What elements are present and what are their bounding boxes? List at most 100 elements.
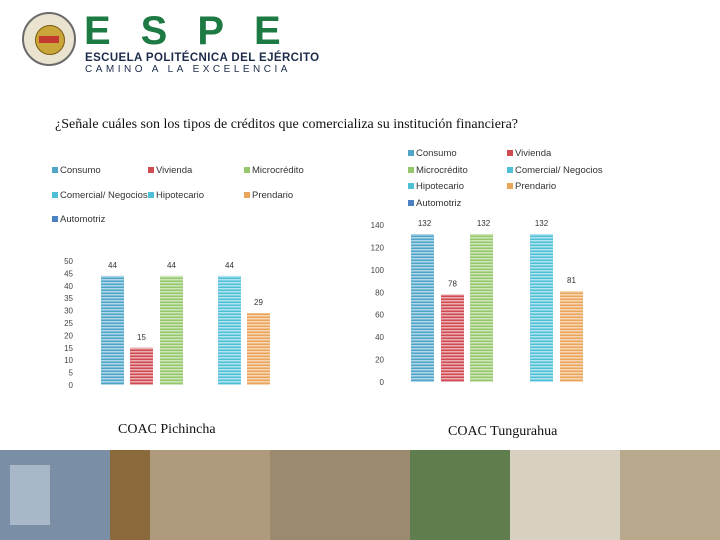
photo-students [150, 450, 270, 540]
legend-swatch [507, 167, 513, 173]
bar-stripes [218, 275, 241, 385]
photo-lab [620, 450, 720, 540]
y-tick-label: 5 [69, 369, 74, 378]
y-tick-label: 20 [375, 356, 384, 365]
legend-left-item-consumo: Consumo [52, 165, 101, 176]
photo-classroom [270, 450, 410, 540]
legend-label: Prendario [515, 181, 557, 192]
legend-label: Consumo [60, 165, 101, 176]
legend-left-item-microcredito: Microcrédito [244, 165, 304, 176]
data-label: 78 [448, 280, 457, 289]
y-tick-label: 30 [64, 307, 73, 316]
photo-campus-building [510, 450, 620, 540]
legend-label: Hipotecario [416, 181, 465, 192]
legend-label: Comercial/ Negocios [60, 190, 148, 201]
bar-stripes [560, 291, 583, 382]
legend-swatch [408, 150, 414, 156]
legend-right-item-hipotecario: Hipotecario [408, 181, 464, 192]
y-tick-label: 50 [64, 257, 73, 266]
legend-left-item-hipotecario: Hipotecario [148, 190, 204, 201]
y-tick-label: 120 [371, 243, 385, 252]
data-label: 44 [225, 261, 234, 270]
y-tick-label: 40 [64, 282, 73, 291]
bar-stripes [411, 233, 434, 382]
legend-label: Vivienda [156, 165, 193, 176]
bar-stripes [441, 294, 464, 382]
legend-label: Microcrédito [416, 165, 468, 176]
legend-swatch [244, 167, 250, 173]
photo-building-facade [10, 465, 50, 525]
legend-label: Hipotecario [156, 190, 205, 201]
legend-label: Comercial/ Negocios [515, 165, 603, 176]
charts-canvas: 0 5 10 15 20 25 30 35 40 45 50 44 15 44 44 29 0 20 40 60 80… [64, 219, 583, 390]
legend-right-item-microcredito: Microcrédito [408, 165, 468, 176]
bar-stripes [247, 313, 270, 385]
y-tick-label: 0 [380, 378, 385, 387]
legend-swatch [408, 200, 414, 206]
y-tick-label: 35 [64, 294, 73, 303]
y-tick-label: 40 [375, 333, 384, 342]
legend-swatch [408, 167, 414, 173]
y-tick-label: 25 [64, 319, 73, 328]
y-tick-label: 10 [64, 356, 73, 365]
data-label: 44 [167, 261, 176, 270]
espe-seal-logo [22, 12, 76, 66]
legend-right-item-automotriz: Automotriz [408, 198, 461, 209]
chart-coac-pichincha: 0 5 10 15 20 25 30 35 40 45 50 44 15 44 44 29 [64, 257, 270, 390]
legend-label: Microcrédito [252, 165, 304, 176]
legend-swatch [148, 167, 154, 173]
y-tick-label: 15 [64, 344, 73, 353]
photo-flag-area [110, 450, 150, 540]
bar-stripes [530, 233, 553, 382]
legend-left-item-prendario: Prendario [244, 190, 293, 201]
legend-left-item-comercial: Comercial/ Negocios [52, 190, 148, 201]
bar-stripes [470, 233, 493, 382]
legend-swatch [408, 183, 414, 189]
chart-coac-tungurahua: 0 20 40 60 80 100 120 140 132 78 132 132 81 [371, 219, 583, 387]
legend-swatch [244, 192, 250, 198]
y-tick-label: 0 [69, 381, 74, 390]
bar-stripes [101, 275, 124, 385]
header-banner: ESPE ESCUELA POLITÉCNICA DEL EJÉRCITO CA… [0, 0, 720, 90]
data-label: 44 [108, 261, 117, 270]
legend-swatch [507, 183, 513, 189]
y-tick-label: 20 [64, 331, 73, 340]
legend-label: Consumo [416, 148, 457, 159]
brand-name: ESCUELA POLITÉCNICA DEL EJÉRCITO [85, 52, 320, 64]
y-tick-label: 45 [64, 269, 73, 278]
survey-question: ¿Señale cuáles son los tipos de créditos… [55, 117, 519, 132]
legend-swatch [52, 167, 58, 173]
data-label: 132 [477, 219, 491, 228]
data-label: 81 [567, 276, 576, 285]
brand-letters: ESPE [84, 9, 311, 53]
brand-tagline: CAMINO A LA EXCELENCIA [85, 64, 291, 75]
chart-caption-pichincha: COAC Pichincha [118, 422, 216, 437]
legend-swatch [52, 192, 58, 198]
data-label: 29 [254, 298, 263, 307]
legend-label: Vivienda [515, 148, 552, 159]
y-tick-label: 100 [371, 266, 385, 275]
legend-label: Automotriz [60, 214, 106, 225]
data-label: 132 [535, 219, 549, 228]
legend-label: Prendario [252, 190, 294, 201]
data-label: 132 [418, 219, 432, 228]
legend-label: Automotriz [416, 198, 462, 209]
y-tick-label: 140 [371, 221, 385, 230]
legend-left-item-automotriz: Automotriz [52, 214, 105, 225]
legend-swatch [52, 216, 58, 222]
legend-right-item-consumo: Consumo [408, 148, 457, 159]
y-tick-label: 60 [375, 311, 384, 320]
chart-caption-tungurahua: COAC Tungurahua [448, 424, 558, 439]
photo-survey-student [410, 450, 510, 540]
legend-right-item-comercial: Comercial/ Negocios [507, 165, 603, 176]
seal-flag-icon [39, 36, 59, 43]
bar-stripes [160, 275, 183, 385]
y-tick-label: 80 [375, 288, 384, 297]
legend-swatch [148, 192, 154, 198]
campus-photo-strip [0, 450, 720, 540]
legend-left-item-vivienda: Vivienda [148, 165, 192, 176]
data-label: 15 [137, 333, 146, 342]
bar-stripes [130, 347, 153, 385]
legend-swatch [507, 150, 513, 156]
legend-right-item-prendario: Prendario [507, 181, 556, 192]
